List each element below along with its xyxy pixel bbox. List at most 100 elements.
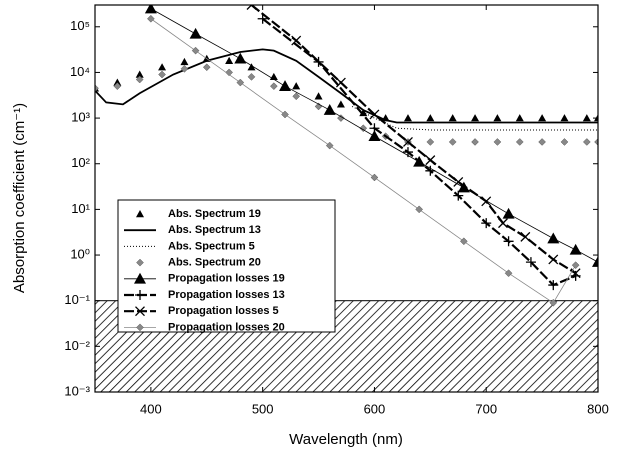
marker <box>493 114 502 122</box>
marker <box>471 114 480 122</box>
marker <box>236 78 245 87</box>
y-tick-label: 10⁰ <box>70 246 90 261</box>
marker <box>504 269 513 278</box>
marker <box>292 82 301 90</box>
marker <box>549 298 558 307</box>
marker <box>481 218 492 229</box>
marker <box>189 27 202 39</box>
y-tick-label: 10² <box>71 155 90 170</box>
marker <box>225 56 234 64</box>
marker <box>134 272 146 284</box>
marker <box>281 110 289 119</box>
marker <box>498 218 508 229</box>
legend: Abs. Spectrum 19 Abs. Spectrum 13 Abs. Spe… <box>117 199 336 333</box>
marker <box>368 130 381 142</box>
marker <box>225 68 233 77</box>
marker <box>313 56 324 67</box>
marker <box>460 237 468 246</box>
marker <box>247 63 256 71</box>
marker <box>336 100 345 108</box>
marker <box>481 196 492 207</box>
series-line <box>351 105 598 131</box>
marker <box>569 243 582 255</box>
marker <box>503 236 514 247</box>
marker <box>147 14 155 23</box>
marker <box>493 138 502 146</box>
marker <box>246 5 257 10</box>
y-tick-label: 10⁴ <box>70 64 90 79</box>
x-tick-label: 400 <box>140 401 162 416</box>
marker <box>594 138 598 146</box>
y-tick-label: 10⁻³ <box>64 383 90 398</box>
marker <box>502 207 515 219</box>
marker <box>571 261 580 270</box>
y-tick-label: 10⁵ <box>70 18 90 33</box>
marker <box>144 5 157 14</box>
x-tick-label: 700 <box>475 401 497 416</box>
y-tick-label: 10⁻¹ <box>64 292 90 307</box>
marker <box>582 138 591 146</box>
marker <box>136 323 144 332</box>
marker <box>525 257 536 268</box>
marker <box>158 70 166 79</box>
marker <box>314 92 323 100</box>
marker <box>547 232 560 244</box>
y-axis-label: Absorption coefficient (cm⁻¹) <box>11 103 28 293</box>
marker <box>135 290 145 300</box>
marker <box>180 64 189 73</box>
marker <box>202 63 211 72</box>
legend-label: Abs. Spectrum 19 <box>168 208 261 220</box>
marker <box>403 114 412 122</box>
marker <box>136 210 144 218</box>
legend-label: Abs. Spectrum 13 <box>168 224 261 236</box>
marker <box>515 114 524 122</box>
marker <box>582 114 591 122</box>
marker <box>359 124 368 133</box>
x-tick-label: 500 <box>252 401 274 416</box>
marker <box>247 73 256 81</box>
marker <box>135 306 145 317</box>
legend-label: Propagation losses 5 <box>168 305 279 317</box>
marker <box>592 256 598 267</box>
marker <box>325 141 334 150</box>
marker <box>448 138 457 146</box>
marker <box>548 254 559 265</box>
y-tick-label: 10⁻² <box>64 338 90 353</box>
y-tick-label: 10³ <box>71 110 90 125</box>
marker <box>113 78 122 86</box>
marker <box>453 176 464 187</box>
series-line <box>95 48 598 124</box>
marker <box>113 82 122 91</box>
marker <box>180 57 189 66</box>
marker <box>548 280 559 291</box>
x-tick-label: 600 <box>364 401 386 416</box>
marker <box>448 114 457 122</box>
marker <box>415 205 424 214</box>
marker <box>402 147 413 158</box>
marker <box>426 138 435 146</box>
marker <box>369 109 380 120</box>
marker <box>425 165 436 176</box>
x-tick-label: 800 <box>587 401 609 416</box>
x-axis-label: Wavelength (nm) <box>289 431 403 448</box>
y-tick-label: 10¹ <box>71 201 90 216</box>
marker <box>425 155 436 166</box>
plot-frame <box>94 4 599 393</box>
marker <box>560 138 569 146</box>
marker <box>370 173 379 182</box>
marker <box>292 92 301 101</box>
marker <box>515 138 524 146</box>
marker <box>520 231 531 242</box>
marker <box>291 35 302 46</box>
marker <box>158 63 167 71</box>
marker <box>426 114 435 122</box>
marker <box>191 46 200 55</box>
marker <box>337 114 345 122</box>
legend-label: Propagation losses 20 <box>168 321 285 333</box>
marker <box>453 190 464 201</box>
plot-area <box>95 5 598 307</box>
marker <box>538 138 546 146</box>
marker <box>135 75 144 84</box>
marker <box>136 258 144 267</box>
